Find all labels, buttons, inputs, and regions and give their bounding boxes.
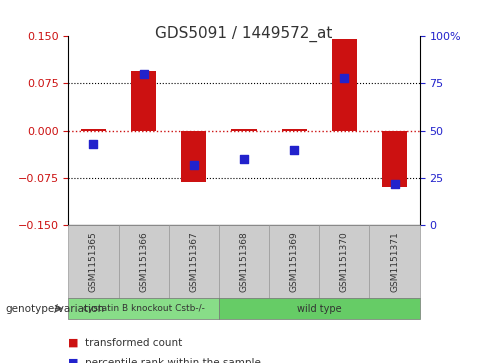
Point: [89, 141, 97, 147]
Text: GSM1151369: GSM1151369: [290, 231, 299, 292]
Text: ■: ■: [68, 338, 79, 348]
Point: [190, 162, 198, 168]
Point: [240, 156, 248, 162]
Bar: [282, 130, 307, 131]
Text: ■: ■: [68, 358, 79, 363]
Bar: [181, 131, 206, 182]
Text: GSM1151368: GSM1151368: [240, 231, 248, 292]
Bar: [382, 131, 407, 187]
Text: percentile rank within the sample: percentile rank within the sample: [85, 358, 261, 363]
Text: cystatin B knockout Cstb-/-: cystatin B knockout Cstb-/-: [82, 304, 204, 313]
Text: wild type: wild type: [297, 303, 342, 314]
Text: GSM1151365: GSM1151365: [89, 231, 98, 292]
Text: GDS5091 / 1449572_at: GDS5091 / 1449572_at: [155, 25, 333, 42]
Point: [140, 71, 147, 77]
Text: GSM1151367: GSM1151367: [189, 231, 198, 292]
Text: GSM1151370: GSM1151370: [340, 231, 349, 292]
Point: [391, 181, 399, 187]
Text: transformed count: transformed count: [85, 338, 183, 348]
Text: GSM1151371: GSM1151371: [390, 231, 399, 292]
Text: genotype/variation: genotype/variation: [5, 303, 104, 314]
Bar: [81, 129, 106, 131]
Point: [290, 147, 298, 152]
Text: GSM1151366: GSM1151366: [139, 231, 148, 292]
Bar: [231, 130, 257, 131]
Point: [341, 75, 348, 81]
Bar: [131, 71, 156, 131]
Bar: [332, 40, 357, 131]
